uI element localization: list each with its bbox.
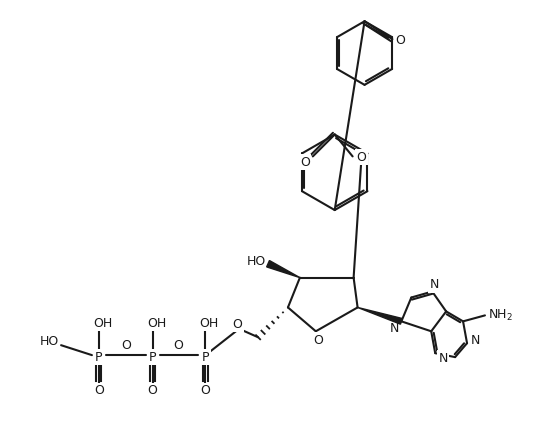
Text: OH: OH [147, 317, 166, 330]
Text: OH: OH [93, 317, 112, 330]
Text: HO: HO [247, 255, 266, 268]
Polygon shape [357, 307, 402, 324]
Text: N: N [438, 352, 448, 364]
Text: OH: OH [199, 317, 219, 330]
Text: O: O [357, 151, 367, 164]
Text: P: P [95, 350, 102, 364]
Text: O: O [232, 318, 242, 331]
Text: N: N [389, 322, 399, 335]
Text: N: N [470, 334, 480, 347]
Text: N: N [429, 278, 439, 291]
Text: P: P [202, 350, 209, 364]
Text: O: O [313, 334, 323, 347]
Polygon shape [266, 261, 300, 278]
Text: O: O [94, 385, 104, 397]
Text: P: P [149, 350, 156, 364]
Text: O: O [121, 339, 131, 352]
Text: HO: HO [39, 335, 59, 348]
Text: NH$_2$: NH$_2$ [488, 308, 513, 323]
Text: O: O [201, 385, 211, 397]
Text: O: O [300, 156, 310, 169]
Text: O: O [173, 339, 183, 352]
Text: O: O [396, 34, 406, 46]
Text: O: O [148, 385, 157, 397]
